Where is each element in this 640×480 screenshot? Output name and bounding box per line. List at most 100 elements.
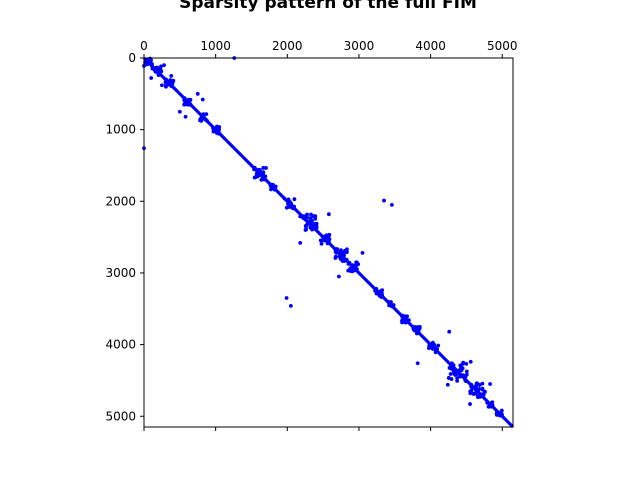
data-point [415, 361, 420, 366]
cluster-point [259, 177, 264, 182]
data-point [382, 198, 386, 203]
y-tick-label: 2000 [105, 194, 136, 208]
cluster-point [455, 376, 460, 380]
cluster-point [449, 367, 454, 371]
cluster-point [454, 370, 459, 375]
cluster-point [449, 377, 454, 381]
cluster-point [156, 66, 160, 71]
cluster-point [269, 185, 274, 190]
cluster-point [156, 73, 161, 78]
cluster-point [499, 413, 504, 418]
block-cluster [252, 165, 268, 182]
x-tick-label: 1000 [200, 39, 231, 53]
cluster-point [254, 171, 259, 176]
cluster-point [159, 64, 163, 69]
cluster-point [400, 315, 405, 319]
cluster-point [346, 262, 351, 266]
cluster-point [377, 293, 382, 298]
block-cluster [494, 408, 504, 418]
cluster-point [204, 112, 209, 117]
cluster-point [308, 216, 313, 221]
cluster-point [405, 314, 410, 319]
cluster-point [303, 228, 308, 232]
cluster-point [305, 212, 309, 217]
cluster-point [308, 225, 313, 230]
cluster-point [379, 290, 384, 295]
axes-frame [143, 57, 514, 428]
cluster-point [163, 80, 168, 85]
data-point [149, 76, 154, 80]
data-point [468, 402, 472, 406]
cluster-point [459, 368, 464, 373]
block-cluster [163, 77, 176, 89]
cluster-point [310, 219, 314, 224]
cluster-point [436, 343, 441, 348]
cluster-point [473, 391, 477, 396]
block-cluster [468, 381, 487, 400]
cluster-point [171, 78, 176, 83]
cluster-point [351, 268, 356, 273]
cluster-point [254, 167, 259, 172]
cluster-point [286, 201, 291, 206]
data-point [200, 97, 205, 102]
cluster-point [164, 77, 168, 82]
cluster-point [464, 361, 469, 366]
cluster-point [320, 238, 325, 242]
cluster-point [354, 263, 359, 268]
cluster-point [214, 124, 219, 129]
block-cluster [182, 96, 193, 107]
cluster-point [216, 131, 220, 136]
block-cluster [373, 287, 385, 299]
cluster-point [337, 251, 342, 255]
points-layer [142, 56, 492, 406]
y-tick-label: 3000 [105, 266, 136, 280]
cluster-point [489, 402, 494, 407]
cluster-point [311, 214, 316, 219]
x-tick-label: 5000 [487, 39, 518, 53]
cluster-point [430, 346, 435, 351]
cluster-point [166, 81, 171, 86]
data-point [162, 63, 166, 68]
cluster-point [464, 369, 469, 374]
x-tick-label: 4000 [415, 39, 446, 53]
cluster-point [333, 256, 338, 260]
cluster-point [455, 378, 460, 383]
data-point [288, 304, 293, 308]
cluster-point [298, 214, 303, 219]
block-cluster [446, 360, 469, 384]
cluster-point [334, 250, 339, 255]
block-cluster [386, 299, 396, 309]
data-point [447, 329, 452, 334]
data-point [169, 74, 174, 78]
cluster-point [254, 174, 259, 179]
cluster-point [476, 387, 481, 392]
cluster-point [380, 293, 385, 298]
cluster-point [286, 197, 291, 202]
cluster-point [415, 325, 420, 329]
cluster-point [153, 69, 158, 74]
cluster-point [159, 68, 163, 73]
cluster-layer [142, 56, 504, 418]
cluster-point [427, 344, 432, 349]
cluster-point [350, 263, 355, 268]
cluster-point [448, 372, 453, 376]
y-axis-ticks: 0 1000 2000 3000 4000 5000 [105, 51, 144, 423]
data-point [488, 382, 492, 386]
cluster-point [333, 247, 338, 252]
cluster-point [400, 320, 404, 325]
cluster-point [183, 99, 187, 104]
cluster-point [292, 206, 296, 211]
cluster-point [412, 324, 417, 329]
cluster-point [292, 197, 297, 202]
cluster-point [415, 329, 419, 334]
data-point [195, 91, 200, 96]
data-point [298, 240, 303, 245]
cluster-point [301, 214, 306, 219]
cluster-point [213, 128, 218, 133]
cluster-point [264, 166, 268, 170]
cluster-point [463, 379, 468, 384]
x-tick-label: 3000 [344, 39, 375, 53]
cluster-point [186, 102, 191, 107]
cluster-point [188, 97, 193, 102]
